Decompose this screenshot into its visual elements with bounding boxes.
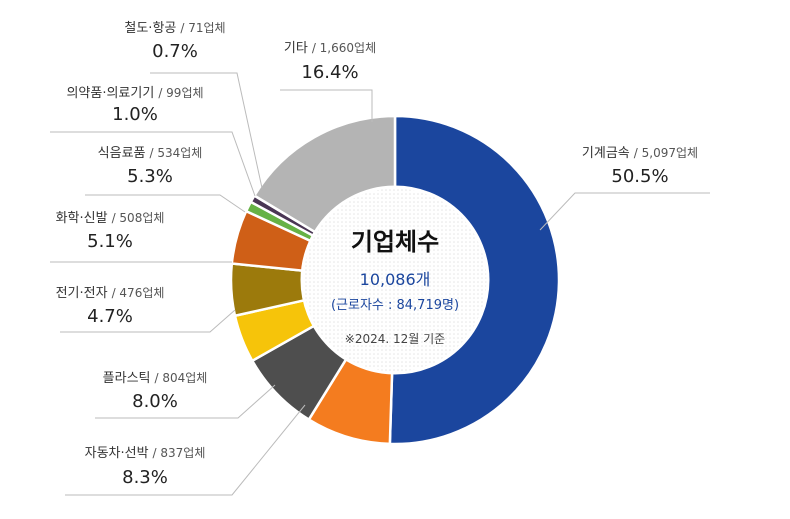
slice-label: 화학·신발 / 508업체 [56, 211, 165, 226]
category-name: 화학·신발 [56, 211, 108, 226]
slice-label: 플라스틱 / 804업체 [103, 371, 208, 386]
category-name: 자동차·선박 [85, 446, 149, 461]
category-count: / 5,097업체 [634, 146, 698, 160]
value-label: 4.7% [87, 306, 133, 327]
value-label: 0.7% [152, 41, 198, 62]
category-count: / 99업체 [158, 86, 203, 100]
donut-hole [300, 185, 490, 375]
category-count: / 837업체 [153, 446, 206, 460]
center-workers: (근로자수 : 84,719명) [331, 298, 459, 313]
category-name: 플라스틱 [103, 371, 151, 386]
slice-label: 의약품·의료기기 / 99업체 [66, 86, 203, 101]
category-count: / 71업체 [180, 21, 225, 35]
leader-line [539, 192, 710, 231]
category-count: / 804업체 [155, 371, 208, 385]
slice-label: 기계금속 / 5,097업체 [582, 146, 698, 161]
leader-line [280, 89, 373, 122]
slice-label: 자동차·선박 / 837업체 [85, 446, 206, 461]
slice-label: 전기·전자 / 476업체 [56, 286, 165, 301]
category-name: 철도·항공 [124, 21, 176, 36]
category-name: 식음료품 [98, 146, 146, 161]
category-name: 기타 [284, 41, 308, 56]
center-total: 10,086개 [360, 270, 431, 289]
slice-label: 기타 / 1,660업체 [284, 41, 376, 56]
leader-line [150, 72, 263, 189]
value-label: 16.4% [301, 62, 358, 83]
value-label: 5.1% [87, 231, 133, 252]
leader-line [65, 404, 306, 496]
category-name: 기계금속 [582, 146, 630, 161]
category-name: 전기·전자 [56, 286, 108, 301]
value-label: 8.0% [132, 391, 178, 412]
leader-line [85, 194, 246, 213]
value-label: 8.3% [122, 467, 168, 488]
value-label: 5.3% [127, 166, 173, 187]
category-count: / 508업체 [112, 211, 165, 225]
leader-line [95, 384, 276, 419]
center-title: 기업체수 [351, 228, 439, 256]
category-count: / 476업체 [112, 286, 165, 300]
category-name: 의약품·의료기기 [66, 86, 154, 101]
value-label: 50.5% [611, 166, 668, 187]
slice-label: 식음료품 / 534업체 [98, 146, 203, 161]
leader-line [60, 309, 236, 333]
value-label: 1.0% [112, 104, 158, 125]
center-note: ※2024. 12월 기준 [345, 332, 445, 346]
slice-label: 철도·항공 / 71업체 [124, 21, 225, 36]
leader-line [50, 131, 256, 197]
category-count: / 534업체 [150, 146, 203, 160]
category-count: / 1,660업체 [312, 41, 376, 55]
